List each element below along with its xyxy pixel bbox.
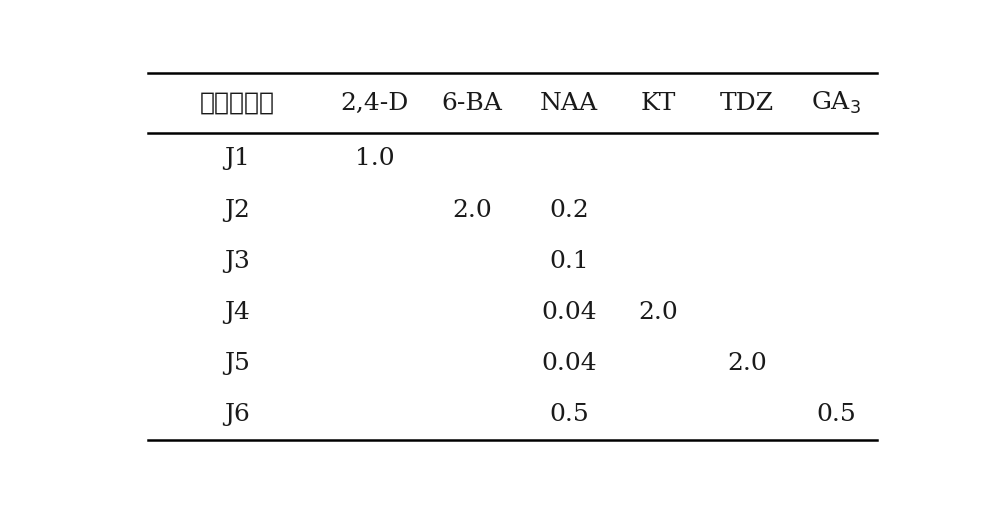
Text: 0.1: 0.1	[549, 250, 589, 273]
Text: GA$_3$: GA$_3$	[811, 90, 861, 116]
Text: 2,4-D: 2,4-D	[341, 91, 409, 114]
Text: 2.0: 2.0	[727, 352, 767, 375]
Text: 培养基编号: 培养基编号	[200, 91, 275, 114]
Text: J4: J4	[224, 301, 250, 324]
Text: 1.0: 1.0	[355, 147, 395, 171]
Text: J1: J1	[224, 147, 250, 171]
Text: 0.04: 0.04	[541, 352, 597, 375]
Text: 0.5: 0.5	[549, 403, 589, 426]
Text: TDZ: TDZ	[720, 91, 774, 114]
Text: 6-BA: 6-BA	[442, 91, 502, 114]
Text: 0.5: 0.5	[816, 403, 856, 426]
Text: 2.0: 2.0	[452, 199, 492, 221]
Text: J2: J2	[224, 199, 250, 221]
Text: KT: KT	[641, 91, 676, 114]
Text: 2.0: 2.0	[638, 301, 678, 324]
Text: NAA: NAA	[540, 91, 598, 114]
Text: J6: J6	[224, 403, 250, 426]
Text: J5: J5	[224, 352, 250, 375]
Text: J3: J3	[224, 250, 250, 273]
Text: 0.2: 0.2	[549, 199, 589, 221]
Text: 0.04: 0.04	[541, 301, 597, 324]
